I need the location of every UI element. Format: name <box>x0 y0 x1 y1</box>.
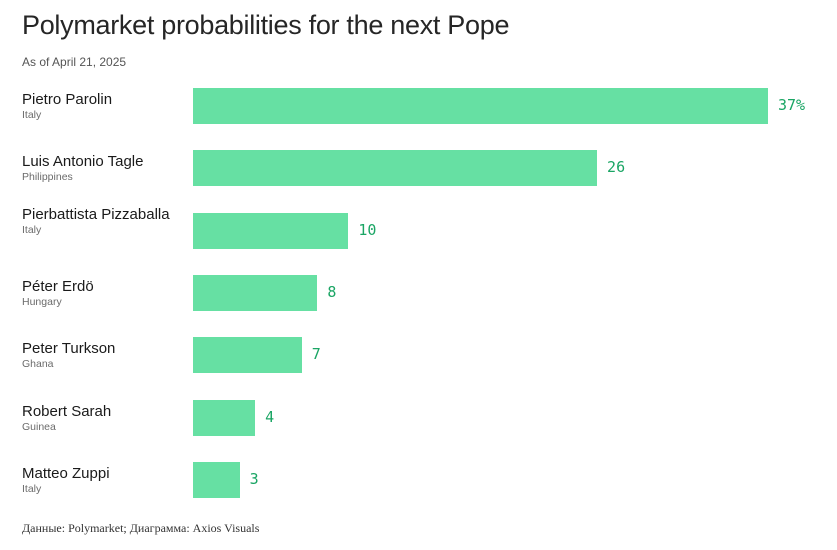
bar <box>193 274 318 311</box>
bar <box>193 399 256 436</box>
bar <box>193 337 302 374</box>
category-label: Robert Sarah Guinea <box>22 402 187 434</box>
bar-value-label: 10 <box>358 220 377 239</box>
category-country: Guinea <box>22 420 56 433</box>
bar <box>193 461 240 498</box>
category-country: Ghana <box>22 358 54 371</box>
category-name: Pierbattista Pizzaballa <box>22 205 170 223</box>
category-country: Italy <box>22 223 42 236</box>
bar-value-label: 8 <box>327 282 337 301</box>
category-name: Pietro Parolin <box>22 91 113 108</box>
category-country: Italy <box>22 482 42 495</box>
bar <box>193 212 349 249</box>
source-note: Данные: Polymarket; Диаграмма: Axios Vis… <box>22 521 260 535</box>
category-name: Péter Erdö <box>22 277 94 295</box>
category-name: Peter Turkson <box>22 340 116 358</box>
chart-subtitle: As of April 21, 2025 <box>22 55 127 69</box>
category-label: Matteo Zuppi Italy <box>22 464 187 496</box>
category-country: Philippines <box>22 171 73 184</box>
bar-value-label: 7 <box>311 345 321 364</box>
bar-value-label: 37% <box>778 96 806 114</box>
category-name: Robert Sarah <box>22 402 112 420</box>
category-label: Peter Turkson Ghana <box>22 339 187 371</box>
category-country: Italy <box>22 109 42 121</box>
category-label: Pietro Parolin Italy <box>22 90 187 122</box>
category-label: Péter Erdö Hungary <box>22 277 187 309</box>
category-label: Pierbattista Pizzaballa Italy <box>22 205 187 237</box>
bar-value-label: 4 <box>265 407 275 426</box>
bar <box>193 150 598 187</box>
category-name: Matteo Zuppi <box>22 464 110 482</box>
category-name: Luis Antonio Tagle <box>22 153 144 171</box>
category-country: Hungary <box>22 295 62 308</box>
bar <box>193 88 768 124</box>
bar-value-label: 26 <box>607 158 626 177</box>
category-label: Luis Antonio Tagle Philippines <box>22 152 187 184</box>
bar-value-label: 3 <box>249 469 259 488</box>
chart-title: Polymarket probabilities for the next Po… <box>22 10 510 40</box>
